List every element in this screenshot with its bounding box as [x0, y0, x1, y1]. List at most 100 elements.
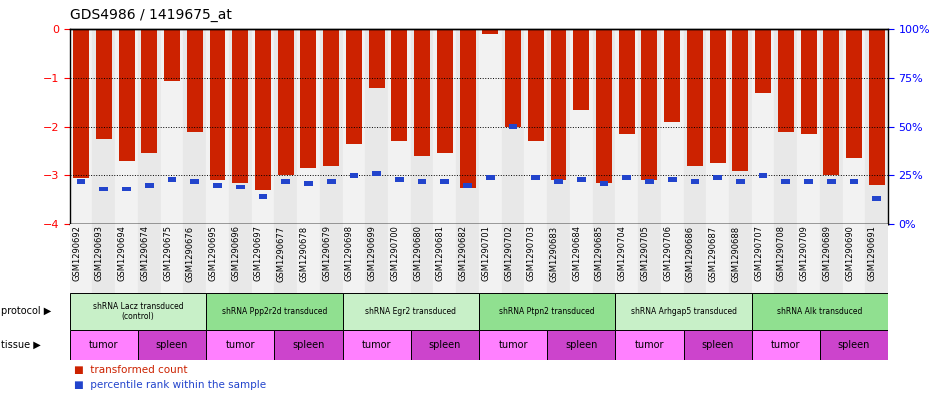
Bar: [616, 330, 684, 360]
Bar: [191, 179, 199, 184]
Text: GSM1290696: GSM1290696: [232, 225, 240, 281]
Bar: [115, 29, 138, 224]
Text: spleen: spleen: [565, 340, 597, 350]
Bar: [119, 29, 135, 161]
Bar: [297, 224, 320, 293]
Text: GSM1290706: GSM1290706: [663, 225, 672, 281]
Bar: [751, 293, 888, 330]
Text: GSM1290709: GSM1290709: [800, 225, 808, 281]
Bar: [733, 29, 749, 171]
Bar: [255, 29, 271, 190]
Bar: [433, 29, 457, 224]
Bar: [729, 224, 751, 293]
Bar: [820, 330, 888, 360]
Bar: [92, 29, 115, 224]
Text: tumor: tumor: [498, 340, 528, 350]
Bar: [350, 173, 358, 178]
Text: shRNA Ppp2r2d transduced: shRNA Ppp2r2d transduced: [221, 307, 327, 316]
Bar: [206, 330, 274, 360]
Bar: [843, 224, 866, 293]
Bar: [70, 224, 92, 293]
Bar: [463, 183, 472, 187]
Text: shRNA Alk transduced: shRNA Alk transduced: [777, 307, 863, 316]
Text: GSM1290674: GSM1290674: [140, 225, 150, 281]
Bar: [70, 330, 138, 360]
Text: GSM1290702: GSM1290702: [504, 225, 513, 281]
Text: GSM1290683: GSM1290683: [550, 225, 559, 281]
Bar: [820, 224, 843, 293]
Bar: [706, 224, 729, 293]
Bar: [77, 179, 86, 184]
Bar: [372, 171, 381, 176]
Bar: [479, 330, 547, 360]
Bar: [616, 29, 638, 224]
Bar: [684, 224, 706, 293]
Bar: [525, 29, 547, 224]
Bar: [274, 224, 297, 293]
Bar: [501, 29, 525, 224]
Bar: [326, 179, 336, 184]
Bar: [638, 29, 661, 224]
Text: tumor: tumor: [362, 340, 392, 350]
Bar: [872, 196, 881, 201]
Text: GSM1290675: GSM1290675: [163, 225, 172, 281]
Bar: [274, 29, 297, 224]
Bar: [622, 175, 631, 180]
Text: ■  transformed count: ■ transformed count: [74, 365, 188, 375]
Bar: [229, 29, 252, 224]
Text: GSM1290687: GSM1290687: [709, 225, 718, 281]
Bar: [320, 224, 342, 293]
Text: ■  percentile rank within the sample: ■ percentile rank within the sample: [74, 380, 267, 389]
Text: spleen: spleen: [701, 340, 734, 350]
Text: GSM1290694: GSM1290694: [117, 225, 126, 281]
Bar: [729, 29, 751, 224]
Bar: [600, 181, 608, 185]
Bar: [457, 224, 479, 293]
Bar: [388, 224, 411, 293]
Bar: [479, 224, 501, 293]
Bar: [138, 29, 161, 224]
Bar: [866, 224, 888, 293]
Bar: [206, 29, 229, 224]
Bar: [687, 29, 703, 165]
Bar: [616, 293, 751, 330]
Bar: [661, 224, 684, 293]
Bar: [645, 179, 654, 184]
Text: spleen: spleen: [156, 340, 188, 350]
Bar: [145, 183, 153, 187]
Text: tumor: tumor: [634, 340, 664, 350]
Text: tumor: tumor: [89, 340, 119, 350]
Text: GSM1290703: GSM1290703: [526, 225, 536, 281]
Bar: [73, 29, 89, 178]
Text: GSM1290681: GSM1290681: [436, 225, 445, 281]
Bar: [551, 29, 566, 180]
Bar: [252, 29, 274, 224]
Bar: [304, 181, 312, 185]
Text: spleen: spleen: [429, 340, 461, 350]
Bar: [346, 29, 362, 144]
Bar: [161, 29, 183, 224]
Bar: [618, 29, 634, 134]
Bar: [531, 175, 540, 180]
Bar: [706, 29, 729, 224]
Text: GSM1290680: GSM1290680: [413, 225, 422, 281]
Bar: [664, 29, 680, 122]
Bar: [547, 330, 616, 360]
Bar: [70, 29, 92, 224]
Bar: [411, 29, 433, 224]
Bar: [554, 179, 563, 184]
Bar: [395, 177, 404, 182]
Text: GSM1290698: GSM1290698: [345, 225, 354, 281]
Bar: [486, 175, 495, 180]
Bar: [777, 29, 794, 132]
Text: GSM1290685: GSM1290685: [595, 225, 604, 281]
Bar: [252, 224, 274, 293]
Bar: [755, 29, 771, 93]
Bar: [509, 124, 517, 129]
Bar: [684, 330, 751, 360]
Bar: [433, 224, 457, 293]
Bar: [751, 224, 775, 293]
Bar: [437, 29, 453, 154]
Bar: [668, 177, 676, 182]
Bar: [827, 179, 836, 184]
